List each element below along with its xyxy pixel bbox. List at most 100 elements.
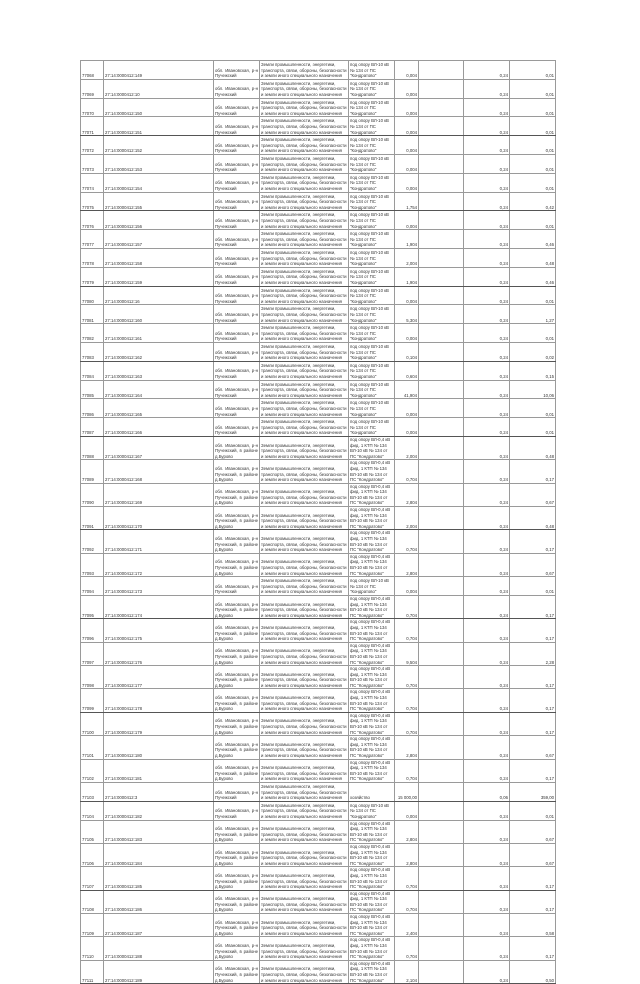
value: 359,00 [509,781,556,802]
land-category: Земли промышленности, энергетики, трансп… [259,247,349,268]
value: 0,17 [509,688,556,713]
cadastral-number: 27:14:0000412:157 [103,229,214,249]
value: 0,17 [509,866,556,891]
area: 0,704 [394,866,419,891]
row-id: 77075 [80,191,104,212]
row-id: 77098 [80,665,104,690]
table-row: 77077 27:14:0000412:157 обл. Ивановская, р… [80,229,556,249]
address: обл. Ивановская, р-н Пучежский [213,800,260,821]
coefficient: 0,24 [463,435,510,461]
row-id: 77068 [80,60,104,80]
row-id: 77083 [80,341,104,362]
address: обл. Ивановская, р-н Пучежский, в районе… [213,594,260,620]
land-category: Земли промышленности, энергетики, трансп… [259,866,349,891]
table-row: 77093 27:14:0000412:172 обл. Ивановская, р… [80,552,556,578]
table-row: 77100 27:14:0000412:179 обл. Ивановская, р… [80,711,556,737]
area: 0,004 [394,60,419,80]
row-id: 77105 [80,819,104,844]
empty-cell [418,641,464,667]
table-row: 77097 27:14:0000412:176 обл. Ивановская, р… [80,641,556,667]
coefficient: 0,24 [463,116,510,137]
value: 0,67 [509,735,556,760]
land-category: Земли промышленности, энергетики, трансп… [259,417,349,437]
cadastral-number: 27:14:0000412:149 [103,60,214,80]
empty-cell [418,323,464,343]
value: 0,42 [509,191,556,212]
location: под опору ВЛ-10 кВ № 134 от ПС "Кондрато… [348,398,395,419]
land-category: Земли промышленности, энергетики, трансп… [259,618,349,643]
row-id: 77073 [80,153,104,174]
land-category: Земли промышленности, энергетики, трансп… [259,711,349,737]
address: обл. Ивановская, р-н Пучежский, в районе… [213,552,260,578]
address: обл. Ивановская, р-н Пучежский, в районе… [213,936,260,961]
land-category: Земли промышленности, энергетики, трансп… [259,229,349,249]
cadastral-number: 27:14:0000412:159 [103,266,214,287]
cadastral-number: 27:14:0000412:186 [103,889,214,915]
land-category: Земли промышленности, энергетики, трансп… [259,889,349,915]
area: 0,104 [394,341,419,362]
row-id: 77071 [80,116,104,137]
value: 0,01 [509,153,556,174]
land-category: Земли промышленности, энергетики, трансп… [259,482,349,508]
empty-cell [418,866,464,891]
row-id: 77084 [80,360,104,381]
value: 0,50 [509,959,556,984]
location: под опору ВЛ-10 кВ № 134 от ПС "Кондрато… [348,191,395,212]
empty-cell [418,506,464,531]
land-category: Земли промышленности, энергетики, трансп… [259,552,349,578]
cadastral-number: 27:14:0000412:172 [103,552,214,578]
location: под опору ВЛ-0,4 кВ фид. 1 КТП № 134 ВЛ-… [348,529,395,554]
cadastral-number: 27:14:0000412:170 [103,506,214,531]
area: 0,004 [394,576,419,596]
location: под опору ВЛ-0,4 кВ фид. 1 КТП № 134 ВЛ-… [348,936,395,961]
row-id: 77100 [80,711,104,737]
land-category: Земли промышленности, энергетики, трансп… [259,842,349,868]
address: обл. Ивановская, р-н Пучежский [213,304,260,325]
area: 0,704 [394,936,419,961]
area: 0,004 [394,800,419,821]
coefficient: 0,24 [463,229,510,249]
table-row: 77102 27:14:0000412:181 обл. Ивановская, р… [80,758,556,783]
cadastral-number: 27:14:0000412:10 [103,78,214,99]
location: под опору ВЛ-0,4 кВ фид. 1 КТП № 134 ВЛ-… [348,482,395,508]
area: 15 000,00 [394,781,419,802]
address: обл. Ивановская, р-н Пучежский [213,398,260,419]
address: обл. Ивановская, р-н Пучежский [213,229,260,249]
empty-cell [418,135,464,155]
row-id: 77104 [80,800,104,821]
value: 0,48 [509,435,556,461]
address: обл. Ивановская, р-н Пучежский [213,116,260,137]
address: обл. Ивановская, р-н Пучежский, в районе… [213,529,260,554]
value: 0,17 [509,936,556,961]
address: обл. Ивановская, р-н Пучежский, в районе… [213,688,260,713]
land-category: Земли промышленности, энергетики, трансп… [259,665,349,690]
value: 0,01 [509,135,556,155]
cadastral-number: 27:14:0000412:183 [103,819,214,844]
table-row: 77099 27:14:0000412:178 обл. Ивановская, р… [80,688,556,713]
land-category: Земли промышленности, энергетики, трансп… [259,360,349,381]
land-category: Земли промышленности, энергетики, трансп… [259,435,349,461]
address: обл. Ивановская, р-н Пучежский [213,97,260,118]
empty-cell [418,576,464,596]
empty-cell [418,758,464,783]
row-id: 77111 [80,959,104,984]
row-id: 77076 [80,210,104,231]
address: обл. Ивановская, р-н Пучежский [213,266,260,287]
land-category: Земли промышленности, энергетики, трансп… [259,641,349,667]
value: 0,48 [509,247,556,268]
value: 0,67 [509,552,556,578]
cadastral-number: 27:14:0000412:151 [103,116,214,137]
table-row: 77078 27:14:0000412:158 обл. Ивановская, р… [80,247,556,268]
area: 0,704 [394,665,419,690]
coefficient: 0,24 [463,913,510,938]
location: под опору ВЛ-10 кВ № 134 от ПС "Кондрато… [348,135,395,155]
value: 0,01 [509,172,556,193]
row-id: 77086 [80,398,104,419]
row-id: 77109 [80,913,104,938]
coefficient: 0,24 [463,711,510,737]
location: хозяйство [348,781,395,802]
address: обл. Ивановская, р-н Пучежский, в районе… [213,866,260,891]
coefficient: 0,24 [463,191,510,212]
cadastral-number: 27:14:0000412:154 [103,172,214,193]
area: 0,004 [394,323,419,343]
